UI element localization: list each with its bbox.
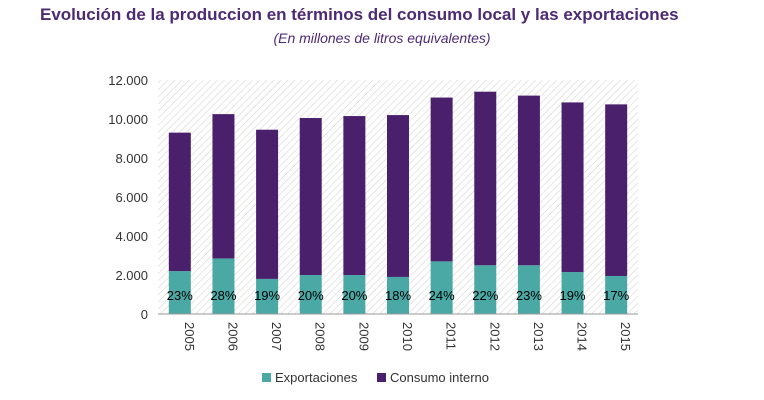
x-tick-label: 2014 — [575, 322, 590, 351]
bar-exportaciones — [517, 265, 540, 314]
bar-consumo-interno — [343, 116, 366, 275]
bar-exportaciones — [387, 276, 409, 314]
bar-percent-label: 28% — [210, 288, 236, 303]
bar-exportaciones — [605, 275, 628, 314]
bar-consumo-interno — [299, 118, 322, 276]
bar-consumo-interno — [605, 104, 628, 276]
x-tick-label: 2006 — [225, 322, 240, 351]
y-tick-label: 10.000 — [108, 112, 148, 127]
bar-exportaciones — [430, 261, 453, 314]
bar-percent-label: 22% — [472, 288, 498, 303]
bar-exportaciones — [299, 275, 322, 314]
x-tick-label: 2011 — [444, 322, 459, 350]
x-tick-label: 2008 — [313, 322, 328, 351]
chart-title: Evolución de la produccion en términos d… — [40, 5, 679, 24]
bar-consumo-interno — [561, 102, 584, 273]
x-tick-label: 2005 — [182, 322, 197, 351]
x-tick-label: 2012 — [487, 322, 502, 351]
bar-exportaciones — [343, 275, 366, 314]
legend-swatch — [262, 373, 271, 382]
bar-exportaciones — [474, 265, 497, 314]
bar-exportaciones — [256, 278, 279, 314]
bar-consumo-interno — [430, 97, 453, 262]
bar-consumo-interno — [474, 91, 497, 266]
x-tick-label: 2013 — [531, 322, 546, 351]
bar-consumo-interno — [517, 95, 540, 266]
bar-percent-label: 19% — [560, 288, 586, 303]
legend-label: Consumo interno — [390, 370, 489, 385]
y-tick-label: 12.000 — [108, 73, 148, 88]
bar-percent-label: 18% — [385, 288, 411, 303]
bar-percent-label: 24% — [429, 288, 455, 303]
bar-consumo-interno — [256, 129, 279, 279]
y-tick-label: 8.000 — [115, 151, 148, 166]
bar-exportaciones — [561, 272, 584, 314]
bar-percent-label: 23% — [167, 288, 193, 303]
bar-percent-label: 20% — [341, 288, 367, 303]
x-tick-label: 2007 — [269, 322, 284, 351]
bar-percent-label: 17% — [603, 288, 629, 303]
bar-exportaciones — [168, 271, 191, 314]
legend-label: Exportaciones — [275, 370, 358, 385]
bar-percent-label: 19% — [254, 288, 280, 303]
bar-consumo-interno — [387, 115, 409, 277]
x-tick-label: 2009 — [356, 322, 371, 351]
bar-exportaciones — [212, 258, 235, 314]
y-tick-label: 6.000 — [115, 190, 148, 205]
x-tick-label: 2010 — [400, 322, 415, 351]
chart-subtitle: (En millones de litros equivalentes) — [273, 30, 491, 46]
legend-swatch — [377, 373, 386, 382]
y-tick-label: 4.000 — [115, 229, 148, 244]
x-tick-label: 2015 — [618, 322, 633, 351]
bar-percent-label: 20% — [298, 288, 324, 303]
bar-consumo-interno — [168, 132, 191, 272]
bar-consumo-interno — [212, 114, 235, 259]
bar-percent-label: 23% — [516, 288, 542, 303]
y-tick-label: 2.000 — [115, 268, 148, 283]
y-tick-label: 0 — [141, 307, 148, 322]
